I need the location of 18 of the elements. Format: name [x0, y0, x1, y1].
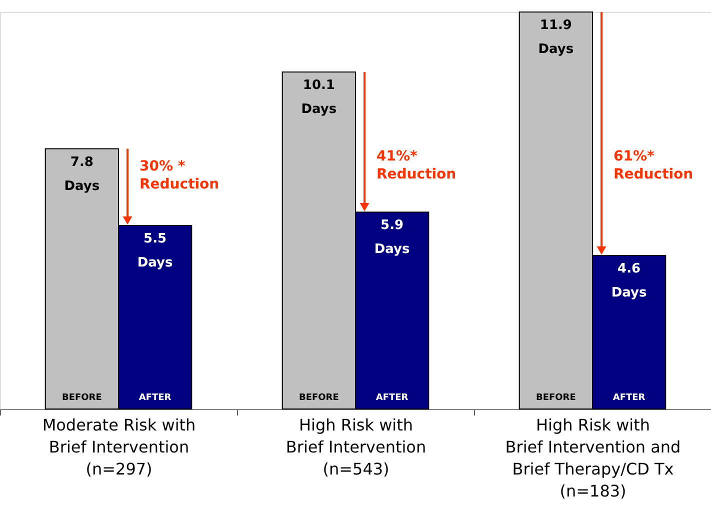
data-label: 10.1 Days: [301, 78, 337, 118]
data-label: 7.8 Days: [64, 154, 100, 194]
text: AFTER: [612, 393, 646, 403]
annotation: 61%* Reduction: [614, 148, 694, 182]
data-label: 4.6 Days: [611, 262, 648, 301]
annotation: 30% * Reduction: [140, 158, 220, 192]
x-tick-label: High Risk with Brief Intervention and Brief Therapy/CD Tx (n=183): [505, 416, 681, 500]
x-tick-label: Moderate Risk with Brief Intervention (n=297): [42, 416, 196, 478]
data-label: 5.9 Days: [374, 218, 410, 258]
annotation: 41%* Reduction: [376, 148, 456, 182]
x-tick-label: High Risk with Brief Intervention (n=543): [286, 416, 426, 478]
text: BEFORE: [298, 393, 339, 403]
series-label: AFTER: [138, 393, 172, 403]
text: BEFORE: [536, 393, 576, 403]
data-label: 5.5 Days: [137, 232, 174, 271]
text: AFTER: [376, 393, 408, 403]
data-label: 11.9 Days: [538, 18, 574, 57]
series-label: BEFORE: [62, 393, 102, 403]
